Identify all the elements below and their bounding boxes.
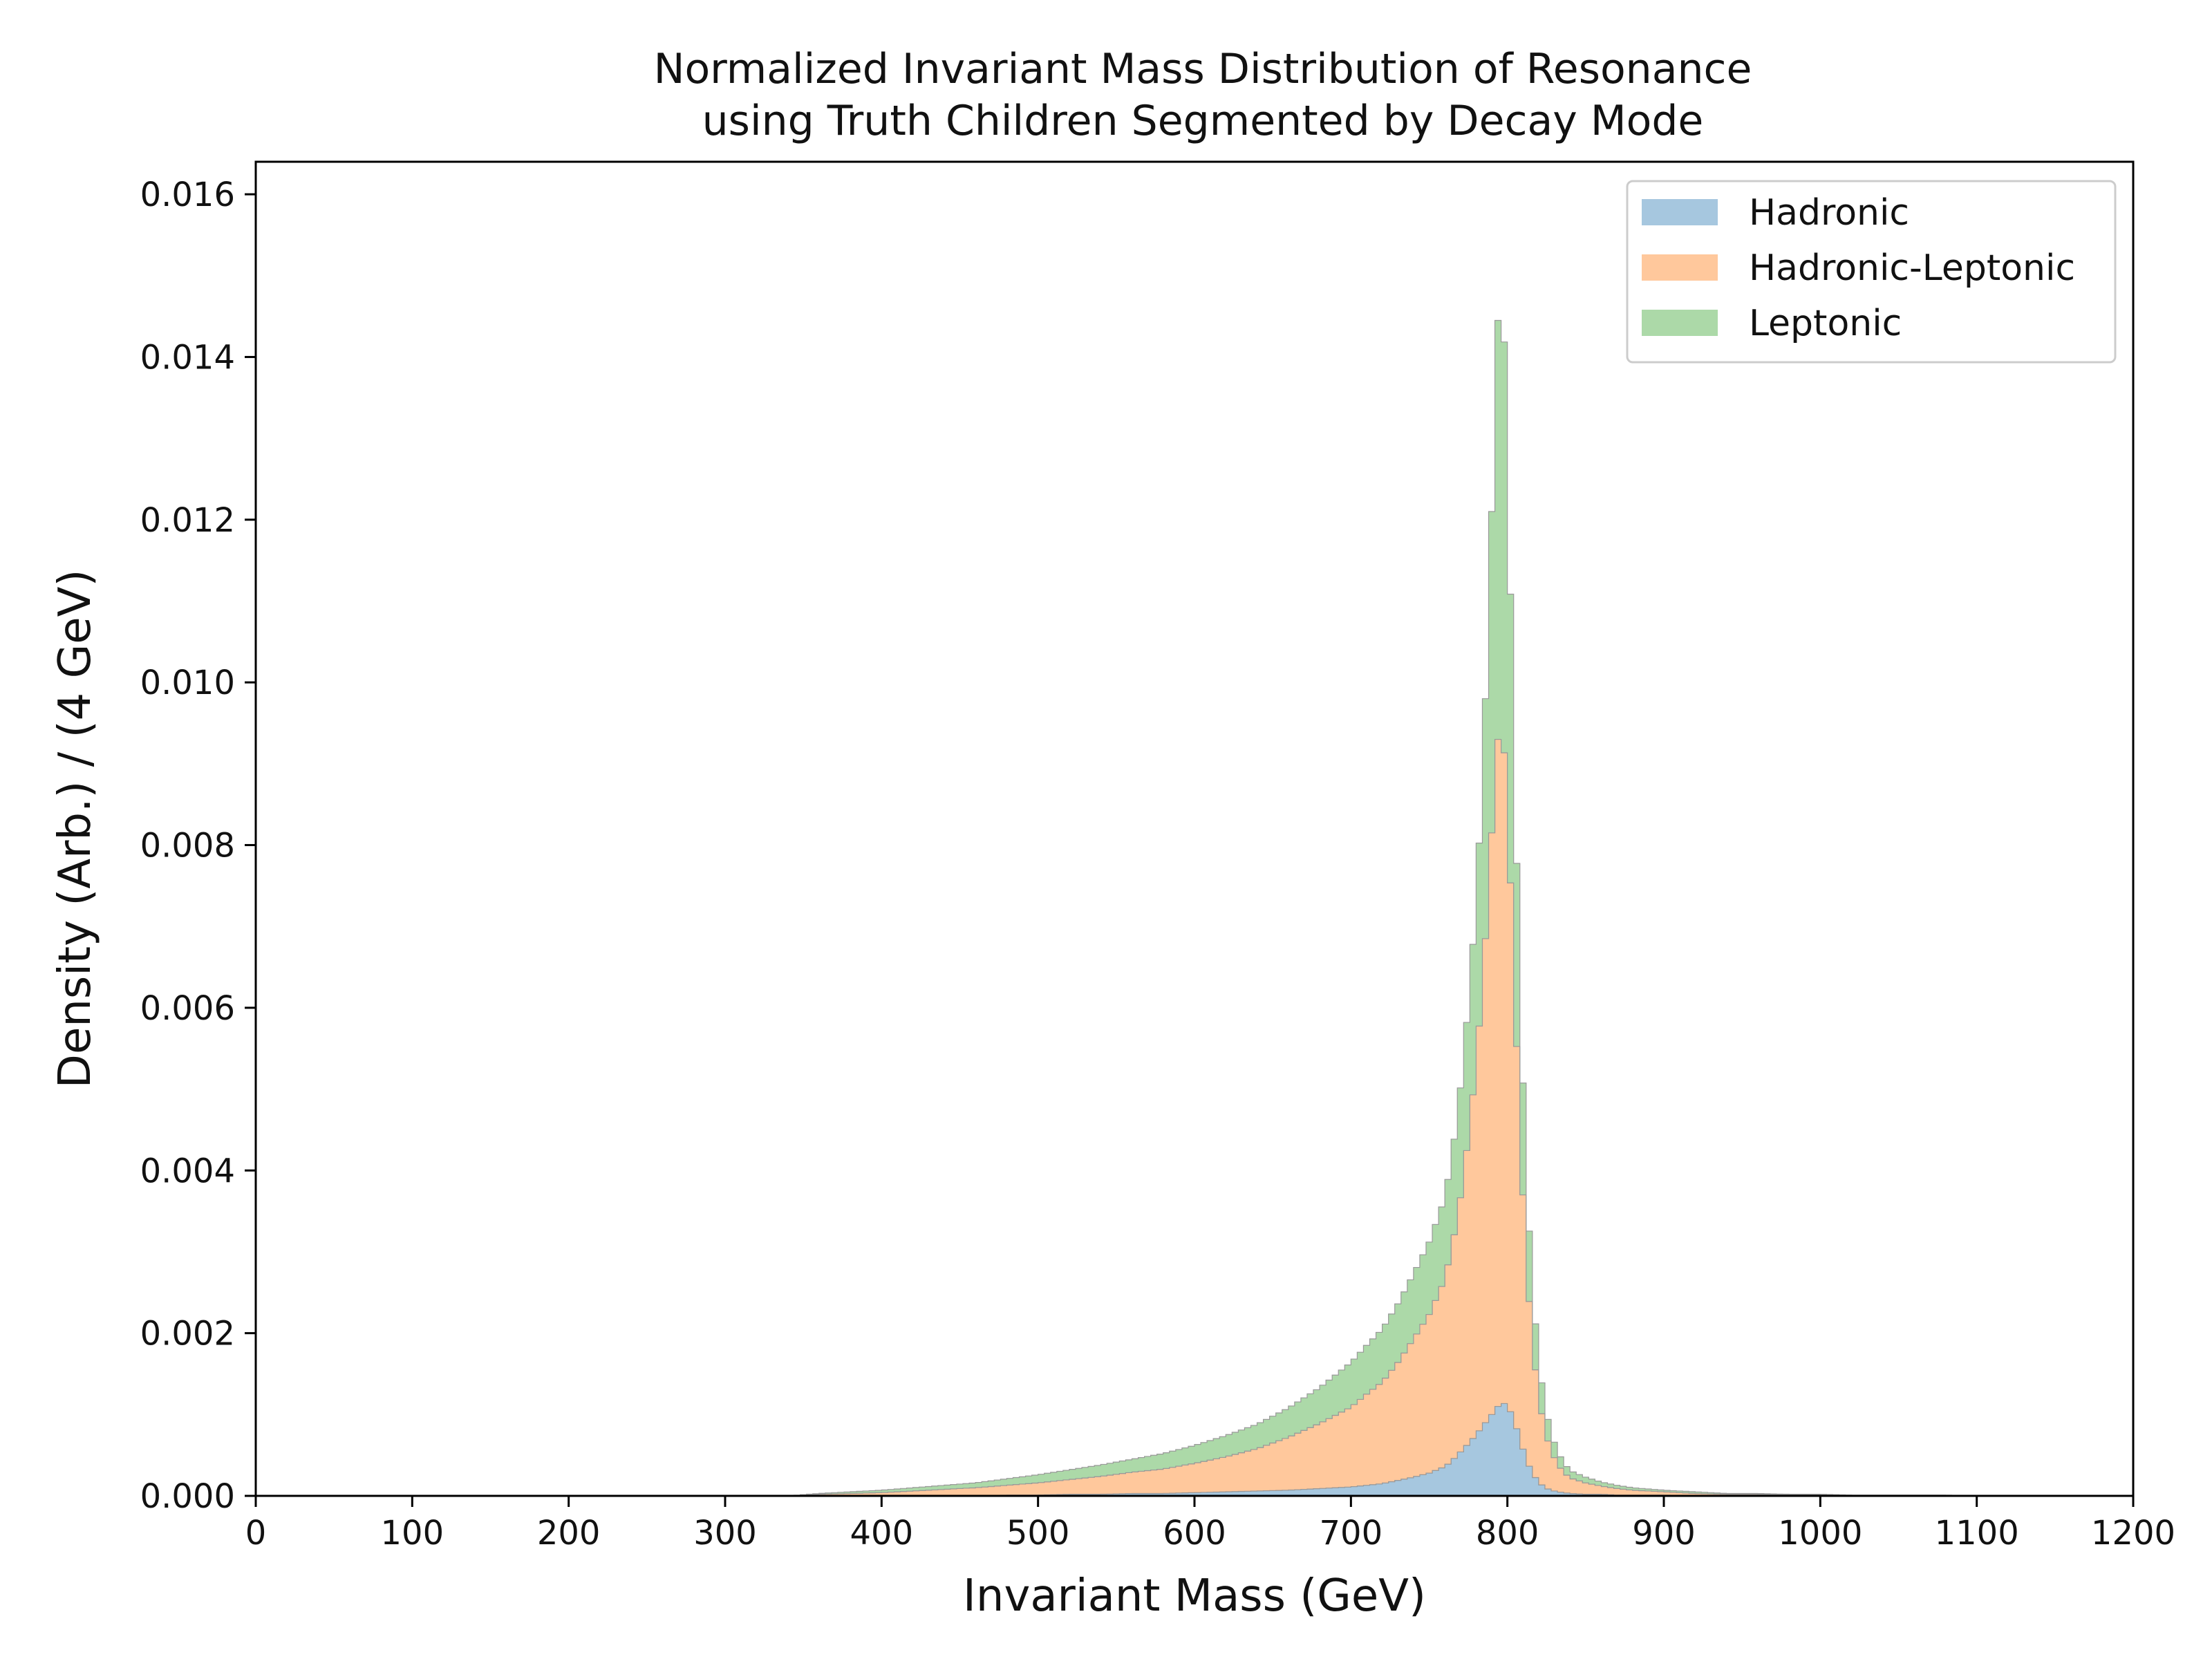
x-tick-label: 1100 [1935, 1514, 2019, 1553]
x-axis-label: Invariant Mass (GeV) [963, 1571, 1426, 1622]
chart-title-line-1: Normalized Invariant Mass Distribution o… [654, 45, 1752, 93]
x-tick-label: 100 [381, 1514, 444, 1553]
y-tick-label: 0.000 [140, 1477, 235, 1516]
y-axis: 0.000 0.002 0.004 0.006 0.008 0.010 0.012 0.014… [140, 176, 256, 1516]
y-tick-label: 0.008 [140, 827, 235, 865]
chart-title-line-2: using Truth Children Segmented by Decay … [702, 97, 1704, 145]
legend: Hadronic Hadronic-Leptonic Leptonic [1626, 180, 2117, 364]
y-tick-label: 0.002 [140, 1315, 235, 1353]
legend-label-hadronic-leptonic: Hadronic-Leptonic [1749, 247, 2075, 289]
x-tick-label: 900 [1632, 1514, 1696, 1553]
x-tick-label: 300 [693, 1514, 757, 1553]
x-tick-label: 500 [1006, 1514, 1070, 1553]
y-tick-label: 0.016 [140, 176, 235, 214]
legend-frame [1626, 180, 2117, 364]
x-tick-label: 0 [245, 1514, 267, 1553]
x-tick-label: 400 [850, 1514, 914, 1553]
y-tick-label: 0.012 [140, 501, 235, 540]
x-tick-label: 1200 [2091, 1514, 2175, 1553]
y-tick-label: 0.010 [140, 664, 235, 702]
x-tick-label: 200 [537, 1514, 601, 1553]
legend-swatch-leptonic [1642, 310, 1718, 336]
x-tick-label: 800 [1476, 1514, 1539, 1553]
y-tick-label: 0.006 [140, 989, 235, 1028]
y-tick-label: 0.014 [140, 338, 235, 377]
x-tick-label: 700 [1320, 1514, 1383, 1553]
y-axis-label: Density (Arb.) / (4 GeV) [50, 570, 101, 1089]
x-axis: 0 100 200 300 400 500 600 700 800 900 1000 1100 1200 [245, 1496, 2175, 1553]
legend-swatch-hadronic [1642, 199, 1718, 225]
legend-swatch-hadronic-leptonic [1642, 254, 1718, 281]
x-tick-label: 1000 [1778, 1514, 1862, 1553]
legend-label-leptonic: Leptonic [1749, 303, 1902, 344]
plot-frame [254, 160, 2135, 1497]
y-tick-label: 0.004 [140, 1152, 235, 1190]
legend-label-hadronic: Hadronic [1749, 192, 1909, 234]
x-tick-label: 600 [1163, 1514, 1226, 1553]
